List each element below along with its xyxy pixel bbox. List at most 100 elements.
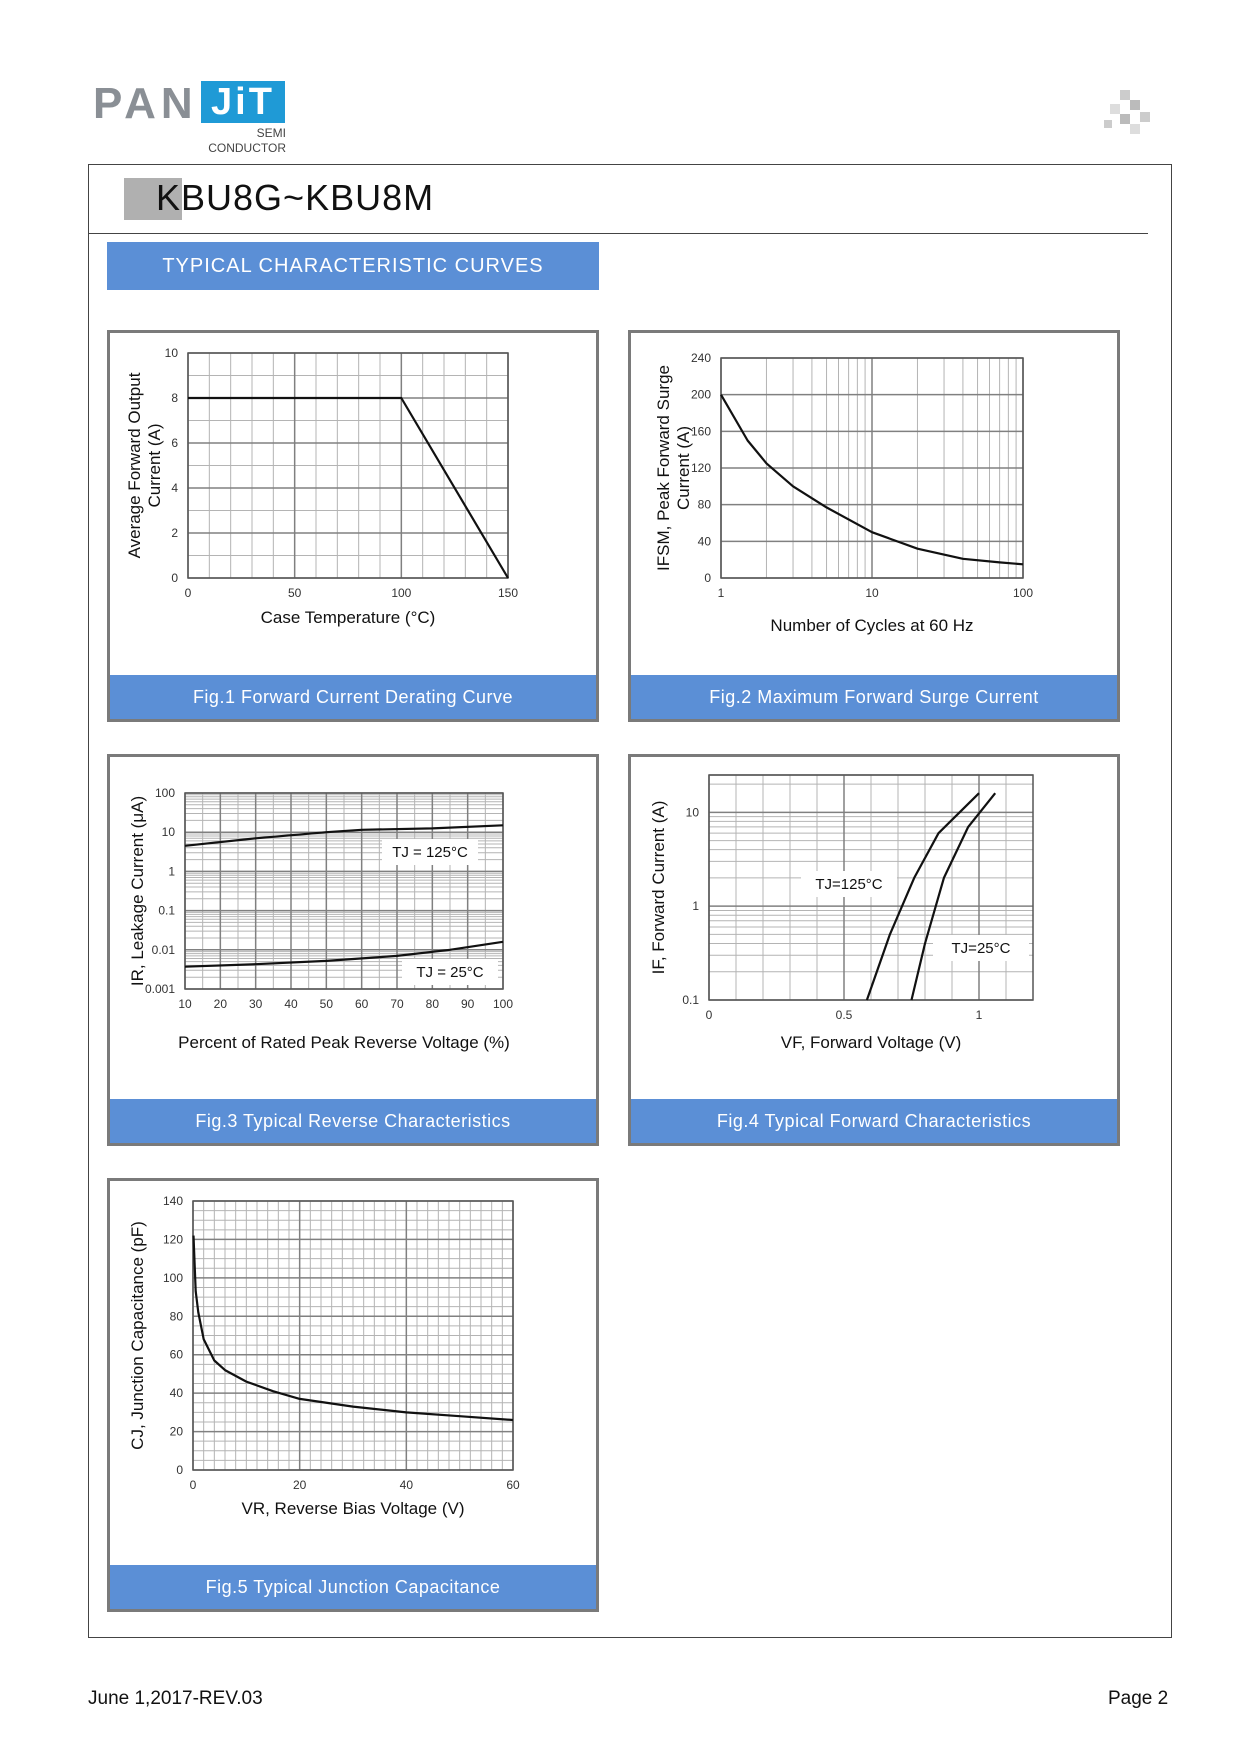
y-tick-label: 1 xyxy=(692,899,699,913)
y-axis-label: IR, Leakage Current (μA) xyxy=(128,796,147,986)
fig3-panel: 10 20 30 40 50 60 70 80 90 100 0.001 0.01 0.1 1 10 100 P… xyxy=(107,754,599,1146)
page-title: KBU8G~KBU8M xyxy=(156,177,435,218)
y-tick-label: 1 xyxy=(168,864,175,878)
y-tick-label: 4 xyxy=(171,481,178,495)
y-axis-label: CJ, Junction Capacitance (pF) xyxy=(128,1221,147,1450)
x-tick-label: 0 xyxy=(706,1008,713,1022)
y-tick-label: 10 xyxy=(165,346,179,360)
footer-date: June 1,2017-REV.03 xyxy=(88,1688,263,1709)
series-line xyxy=(910,792,997,1001)
plot-border xyxy=(720,357,1024,579)
x-axis-label: Case Temperature (°C) xyxy=(261,608,436,627)
fig3-caption: Fig.3 Typical Reverse Characteristics xyxy=(110,1099,596,1143)
y-tick-label: 60 xyxy=(170,1348,184,1362)
y-tick-label: 40 xyxy=(698,534,712,548)
series-line xyxy=(865,792,980,1001)
fig1-caption: Fig.1 Forward Current Derating Curve xyxy=(110,675,596,719)
y-tick-label: 0.1 xyxy=(682,993,699,1007)
x-tick-label: 40 xyxy=(284,997,298,1011)
y-tick-label: 200 xyxy=(691,388,711,402)
page-frame xyxy=(88,164,1172,1638)
fig1-chart: 0 50 100 150 0 2 4 6 8 10 Case Temperature (°C) Ave… xyxy=(125,346,518,627)
x-tick-label: 1 xyxy=(718,586,725,600)
plot-border xyxy=(192,1200,514,1471)
x-axis-label: VF, Forward Voltage (V) xyxy=(781,1033,961,1052)
fig5-caption: Fig.5 Typical Junction Capacitance xyxy=(110,1565,596,1609)
y-axis-label: IFSM, Peak Forward Surge xyxy=(654,365,673,571)
x-tick-label: 0.5 xyxy=(836,1008,853,1022)
y-axis-label: Current (A) xyxy=(145,423,164,507)
annotation-label: TJ = 125°C xyxy=(392,844,468,861)
fig2-chart: 1 10 100 0 40 80 120 160 200 240 Number of Cycles … xyxy=(654,351,1033,635)
y-tick-label: 80 xyxy=(170,1309,184,1323)
series-line xyxy=(184,824,504,847)
series-line xyxy=(188,396,509,579)
fig5-panel: 0 20 40 60 0 20 40 60 80 100 120 140 VR, Reverse Bia… xyxy=(107,1178,599,1612)
y-tick-label: 120 xyxy=(691,461,711,475)
y-tick-label: 40 xyxy=(170,1386,184,1400)
logo-pan-text: PAN xyxy=(93,79,198,128)
x-tick-label: 50 xyxy=(288,586,302,600)
corner-pixel-icon xyxy=(1104,90,1150,134)
x-tick-label: 0 xyxy=(185,586,192,600)
x-axis-label: Number of Cycles at 60 Hz xyxy=(770,616,973,635)
y-tick-label: 100 xyxy=(163,1271,183,1285)
annotation-label: TJ = 25°C xyxy=(416,964,483,981)
x-tick-label: 100 xyxy=(1013,586,1033,600)
y-tick-label: 20 xyxy=(170,1425,184,1439)
x-tick-label: 100 xyxy=(391,586,411,600)
x-tick-label: 100 xyxy=(493,997,513,1011)
x-axis-label: VR, Reverse Bias Voltage (V) xyxy=(242,1499,465,1518)
title-accent-block xyxy=(124,178,182,220)
fig2-panel: 1 10 100 0 40 80 120 160 200 240 Number of Cycles … xyxy=(628,330,1120,722)
series-line xyxy=(720,394,1024,566)
footer-page-number: Page 2 xyxy=(1108,1688,1169,1709)
y-axis-label: Average Forward Output xyxy=(125,372,144,558)
y-tick-label: 0.01 xyxy=(152,943,176,957)
y-tick-label: 140 xyxy=(163,1194,183,1208)
y-tick-label: 0.1 xyxy=(158,904,175,918)
x-tick-label: 60 xyxy=(355,997,369,1011)
y-tick-label: 10 xyxy=(162,825,176,839)
annotation-bg xyxy=(382,839,478,865)
y-tick-label: 2 xyxy=(171,526,178,540)
series-line xyxy=(192,1235,514,1422)
y-tick-label: 0 xyxy=(704,571,711,585)
section-heading: TYPICAL CHARACTERISTIC CURVES xyxy=(107,242,599,290)
plot-border xyxy=(187,352,509,579)
y-tick-label: 160 xyxy=(691,424,711,438)
x-tick-label: 70 xyxy=(390,997,404,1011)
title-divider xyxy=(88,233,1148,234)
y-tick-label: 8 xyxy=(171,391,178,405)
y-tick-label: 120 xyxy=(163,1232,183,1246)
annotation-bg xyxy=(801,871,897,897)
x-tick-label: 80 xyxy=(426,997,440,1011)
x-tick-label: 20 xyxy=(293,1478,307,1492)
y-tick-label: 100 xyxy=(155,786,175,800)
y-tick-label: 240 xyxy=(691,351,711,365)
annotation-label: TJ=25°C xyxy=(952,940,1011,957)
x-tick-label: 10 xyxy=(865,586,879,600)
x-tick-label: 40 xyxy=(400,1478,414,1492)
y-axis-label: IF, Forward Current (A) xyxy=(649,801,668,975)
annotation-bg xyxy=(933,935,1029,961)
series-line xyxy=(184,940,504,968)
fig2-caption: Fig.2 Maximum Forward Surge Current xyxy=(631,675,1117,719)
plot-border xyxy=(184,792,504,990)
x-tick-label: 90 xyxy=(461,997,475,1011)
x-tick-label: 60 xyxy=(506,1478,520,1492)
y-tick-label: 10 xyxy=(686,805,700,819)
x-tick-label: 150 xyxy=(498,586,518,600)
annotation-label: TJ=125°C xyxy=(815,876,882,893)
y-tick-label: 6 xyxy=(171,436,178,450)
fig4-caption: Fig.4 Typical Forward Characteristics xyxy=(631,1099,1117,1143)
x-tick-label: 1 xyxy=(976,1008,983,1022)
plot-border xyxy=(708,774,1034,1001)
x-tick-label: 30 xyxy=(249,997,263,1011)
fig3-chart: 10 20 30 40 50 60 70 80 90 100 0.001 0.01 0.1 1 10 100 P… xyxy=(128,786,513,1052)
y-tick-label: 0 xyxy=(171,571,178,585)
y-tick-label: 0.001 xyxy=(145,982,175,996)
x-tick-label: 20 xyxy=(214,997,228,1011)
x-tick-label: 0 xyxy=(190,1478,197,1492)
fig4-panel: 0 0.5 1 0.1 1 10 VF, Forward Voltage (V) IF, Fo… xyxy=(628,754,1120,1146)
